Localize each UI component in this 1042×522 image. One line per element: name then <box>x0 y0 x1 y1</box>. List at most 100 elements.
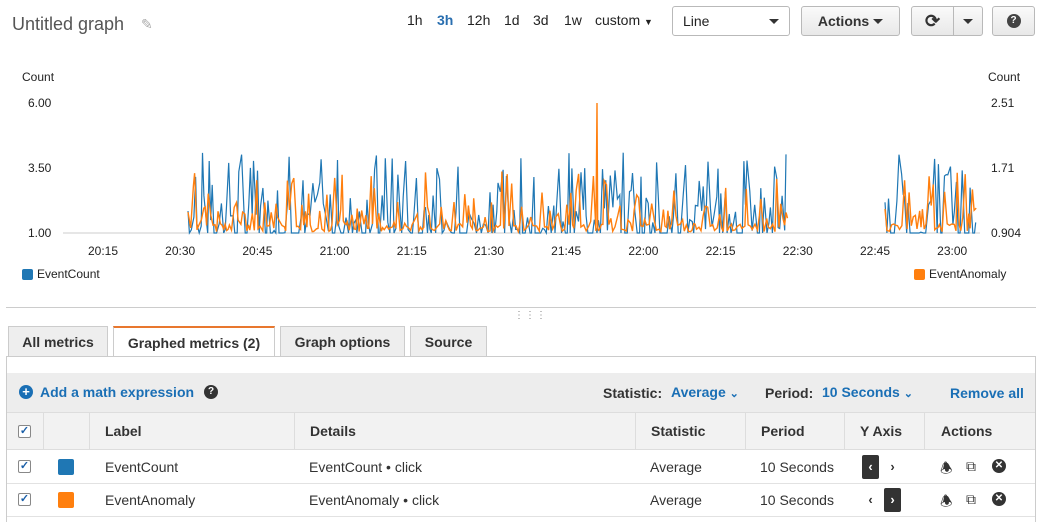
y-axis-right-button[interactable]: › <box>890 459 895 474</box>
row-divider <box>7 516 1035 517</box>
right-tick-bottom: 0.904 <box>991 226 1022 240</box>
plus-circle-icon: + <box>19 385 33 399</box>
color-swatch-eventcount[interactable] <box>58 459 74 475</box>
period-chevron-icon: ⌄ <box>903 388 913 400</box>
x-tick-label: 22:45 <box>859 244 891 258</box>
left-axis-label: Count <box>22 70 55 84</box>
tab-graph-options[interactable]: Graph options <box>280 326 405 356</box>
header-period[interactable]: Period <box>761 423 805 439</box>
x-tick-label: 22:15 <box>705 244 736 258</box>
statistic-label: Statistic: <box>603 385 663 401</box>
x-tick-label: 20:45 <box>242 244 273 258</box>
x-tick-label: 22:30 <box>782 244 813 258</box>
row-period-eventcount[interactable]: 10 Seconds <box>760 459 834 475</box>
y-axis-right-button[interactable]: › <box>884 488 901 512</box>
statistic-dropdown[interactable]: Average ⌄ <box>671 384 739 400</box>
period-dropdown[interactable]: 10 Seconds ⌄ <box>822 384 913 400</box>
add-math-expression[interactable]: + Add a math expression ? <box>19 384 219 400</box>
tab-source[interactable]: Source <box>410 326 487 356</box>
legend-swatch-eventanomaly <box>914 268 925 280</box>
refresh-options-button[interactable] <box>953 6 983 36</box>
range-3d[interactable]: 3d <box>533 12 549 28</box>
right-tick-top: 2.51 <box>991 96 1015 110</box>
row-checkbox-eventanomaly[interactable]: ✓ <box>18 493 31 506</box>
right-tick-mid: 1.71 <box>991 161 1015 175</box>
edit-title-icon[interactable]: ✎ <box>141 16 153 32</box>
x-tick-label: 23:00 <box>937 244 968 258</box>
legend-label-eventanomaly: EventAnomaly <box>929 267 1007 281</box>
resize-handle[interactable]: ⋮⋮⋮ <box>514 310 547 321</box>
col-divider <box>294 412 295 450</box>
range-1d[interactable]: 1d <box>504 12 520 28</box>
col-divider <box>89 412 90 450</box>
row-details-eventanomaly[interactable]: EventAnomaly • click <box>309 492 440 508</box>
series-eventanomaly-segment-2 <box>884 172 977 233</box>
row-label-eventanomaly[interactable]: EventAnomaly <box>105 492 196 508</box>
panel-divider <box>6 307 1036 308</box>
alarm-bell-icon[interactable]: 🕭 <box>940 460 953 476</box>
header-actions[interactable]: Actions <box>941 423 993 439</box>
graph-title[interactable]: Untitled graph <box>12 14 125 34</box>
left-tick-3-5: 3.50 <box>28 161 52 175</box>
header-y-axis[interactable]: Y Axis <box>860 423 903 439</box>
legend-eventanomaly[interactable]: EventAnomaly <box>914 267 1006 281</box>
info-icon[interactable]: ? <box>204 385 219 399</box>
statistic-chevron-icon: ⌄ <box>729 388 739 400</box>
y-axis-left-button[interactable]: ‹ <box>868 492 873 507</box>
x-tick-label: 22:00 <box>628 244 659 258</box>
col-divider <box>43 412 44 450</box>
actions-label: Actions <box>817 13 870 29</box>
series-eventanomaly <box>187 102 789 235</box>
refresh-caret-icon <box>963 18 973 24</box>
remove-icon[interactable]: ✕ <box>992 459 1006 473</box>
statistic-value: Average <box>671 384 726 400</box>
duplicate-icon[interactable]: ⧉ <box>966 491 976 507</box>
chart-type-value: Line <box>683 13 710 29</box>
range-custom[interactable]: custom ▼ <box>595 12 653 28</box>
add-math-label: Add a math expression <box>40 384 195 400</box>
left-tick-1: 1.00 <box>28 226 52 240</box>
x-tick-label: 20:30 <box>165 244 196 258</box>
select-all-checkbox[interactable]: ✓ <box>18 425 31 438</box>
duplicate-icon[interactable]: ⧉ <box>966 458 976 474</box>
range-12h[interactable]: 12h <box>467 12 491 28</box>
actions-caret-icon <box>873 18 884 24</box>
remove-all-link[interactable]: Remove all <box>950 385 1024 401</box>
row-statistic-eventcount[interactable]: Average <box>650 459 702 475</box>
custom-caret-icon: ▼ <box>644 17 653 27</box>
period-value: 10 Seconds <box>822 384 900 400</box>
chart-type-select[interactable]: Line <box>672 6 790 36</box>
legend-eventcount[interactable]: EventCount <box>22 267 100 281</box>
x-tick-label: 21:15 <box>396 244 427 258</box>
line-chart <box>63 102 980 236</box>
row-label-eventcount[interactable]: EventCount <box>105 459 179 475</box>
left-tick-6: 6.00 <box>28 96 52 110</box>
range-3h[interactable]: 3h <box>437 12 454 28</box>
help-button[interactable]: ? <box>992 6 1035 36</box>
tab-graphed-metrics[interactable]: Graphed metrics (2) <box>113 326 275 357</box>
col-divider <box>635 412 636 450</box>
color-swatch-eventanomaly[interactable] <box>58 492 74 508</box>
col-divider <box>745 412 746 450</box>
legend-swatch-eventcount <box>22 268 33 280</box>
col-divider <box>844 412 845 450</box>
chevron-down-icon <box>769 19 779 24</box>
alarm-bell-icon[interactable]: 🕭 <box>940 493 953 509</box>
header-details[interactable]: Details <box>310 423 356 439</box>
x-tick-label: 21:00 <box>319 244 350 258</box>
refresh-icon: ⟳ <box>924 10 941 31</box>
header-statistic[interactable]: Statistic <box>651 423 706 439</box>
help-icon: ? <box>1006 14 1021 28</box>
actions-button[interactable]: Actions <box>801 6 900 36</box>
row-checkbox-eventcount[interactable]: ✓ <box>18 460 31 473</box>
range-1w[interactable]: 1w <box>564 12 582 28</box>
remove-icon[interactable]: ✕ <box>992 492 1006 506</box>
tab-all-metrics[interactable]: All metrics <box>8 326 108 356</box>
row-details-eventcount[interactable]: EventCount • click <box>309 459 423 475</box>
right-axis-label: Count <box>988 70 1021 84</box>
header-label[interactable]: Label <box>105 423 142 439</box>
y-axis-left-button[interactable]: ‹ <box>862 455 879 479</box>
row-statistic-eventanomaly[interactable]: Average <box>650 492 702 508</box>
row-period-eventanomaly[interactable]: 10 Seconds <box>760 492 834 508</box>
range-1h[interactable]: 1h <box>407 12 423 28</box>
